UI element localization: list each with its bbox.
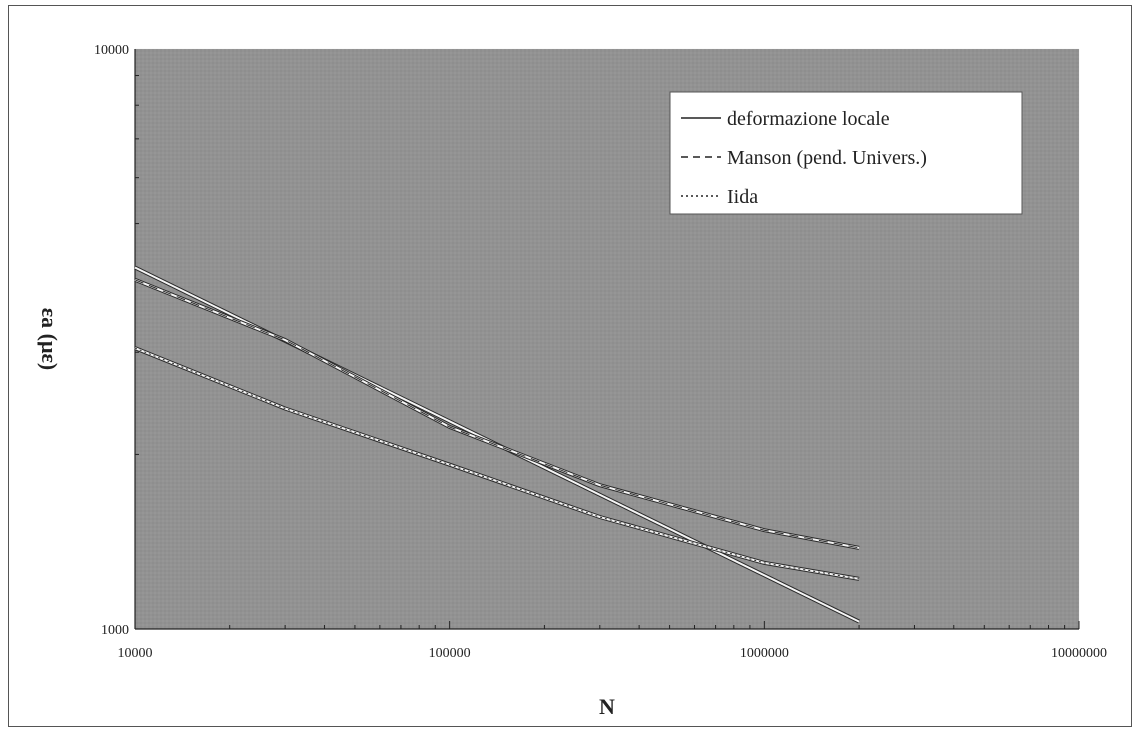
y-axis-title: εa (με) (37, 308, 62, 370)
y-tick-label: 1000 (101, 623, 129, 638)
chart-svg: 10000 100000 1000000 10000000 1000 10000 N εa… (37, 43, 1107, 719)
tick-labels: 10000 100000 1000000 10000000 1000 10000 (94, 43, 1107, 661)
legend-label-iida: Iida (727, 186, 758, 208)
chart-frame: 10000 100000 1000000 10000000 1000 10000 N εa… (8, 5, 1132, 727)
series-layer (134, 265, 860, 624)
x-tick-label: 10000 (118, 646, 153, 661)
series-line-pattern-iida (134, 347, 860, 580)
axes (134, 49, 1080, 630)
x-tick-label: 1000000 (740, 646, 789, 661)
legend-label-manson: Manson (pend. Univers.) (727, 147, 927, 169)
x-tick-label: 10000000 (1051, 646, 1107, 661)
series-line-pattern-manson-pend-univers (134, 279, 860, 549)
x-tick-label: 100000 (429, 646, 471, 661)
x-axis-title: N (599, 694, 615, 719)
legend: deformazione locale Manson (pend. Univer… (669, 91, 1023, 215)
legend-label-deformazione-locale: deformazione locale (727, 108, 890, 130)
y-tick-label: 10000 (94, 43, 129, 58)
legend-box (669, 91, 1023, 215)
